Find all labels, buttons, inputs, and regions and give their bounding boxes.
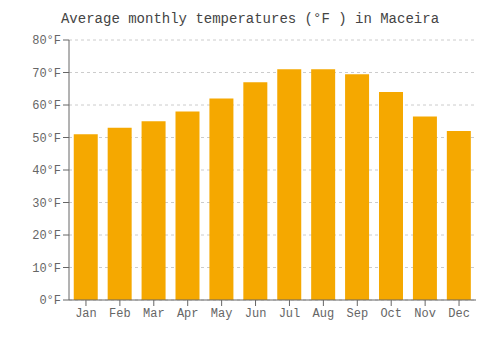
svg-text:Jul: Jul (279, 307, 301, 321)
svg-text:Mar: Mar (143, 307, 165, 321)
svg-text:Apr: Apr (177, 307, 199, 321)
svg-text:Dec: Dec (448, 307, 470, 321)
svg-text:80°F: 80°F (32, 34, 61, 48)
svg-text:70°F: 70°F (32, 67, 61, 81)
svg-text:Aug: Aug (313, 307, 335, 321)
svg-text:Sep: Sep (346, 307, 368, 321)
svg-text:Jun: Jun (245, 307, 267, 321)
svg-text:Oct: Oct (380, 307, 402, 321)
svg-text:20°F: 20°F (32, 229, 61, 243)
svg-text:May: May (211, 307, 233, 321)
svg-text:50°F: 50°F (32, 132, 61, 146)
svg-text:0°F: 0°F (39, 294, 61, 308)
html-text:Average monthly temperatures (: Average monthly temperatures (°F ) in Ma… (61, 11, 439, 27)
svg-text:60°F: 60°F (32, 99, 61, 113)
svg-text:40°F: 40°F (32, 164, 61, 178)
svg-text:30°F: 30°F (32, 197, 61, 211)
svg-text:Nov: Nov (414, 307, 436, 321)
svg-text:10°F: 10°F (32, 262, 61, 276)
svg-text:Jan: Jan (75, 307, 97, 321)
svg-text:Feb: Feb (109, 307, 131, 321)
